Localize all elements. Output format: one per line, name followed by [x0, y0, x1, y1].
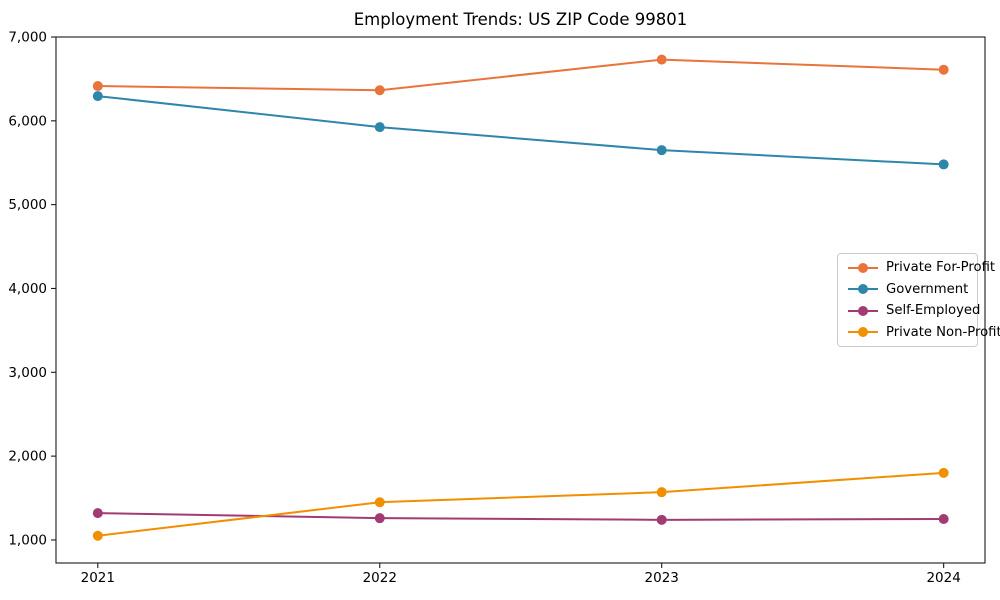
y-axis-tick-label: 2,000	[8, 449, 47, 465]
marker-government-2022	[374, 122, 385, 133]
marker-government-2021	[92, 91, 103, 102]
marker-private-for-profit-2022	[374, 85, 385, 96]
marker-private-non-profit-2024	[938, 467, 949, 478]
series-line-self-employed	[96, 512, 945, 521]
chart-title: Employment Trends: US ZIP Code 99801	[353, 10, 688, 29]
legend-swatch-private-non-profit-icon	[848, 327, 878, 338]
legend: Private For-Profit Government Self-Employe…	[837, 253, 1000, 347]
legend-marker-icon	[858, 305, 868, 316]
y-axis-tick-label: 7,000	[8, 30, 47, 46]
legend-label: Self-Employed	[886, 303, 981, 319]
legend-item-private-for-profit: Private For-Profit	[847, 261, 995, 274]
y-axis-tick-label: 6,000	[8, 113, 47, 129]
marker-government-2023	[656, 145, 667, 156]
legend-item-private-non-profit: Private Non-Profit	[847, 325, 1000, 339]
y-axis-tick-label: 3,000	[8, 365, 47, 381]
legend-marker-icon	[858, 262, 868, 273]
marker-private-non-profit-2023	[656, 487, 667, 498]
series-line-private-non-profit	[96, 471, 945, 537]
marker-private-for-profit-2021	[92, 81, 103, 92]
y-axis-tick-label: 1,000	[8, 532, 47, 548]
x-axis-tick-label: 2024	[926, 570, 960, 586]
marker-self-employed-2024	[938, 513, 949, 524]
legend-swatch-government-icon	[848, 284, 878, 295]
marker-self-employed-2023	[656, 514, 667, 525]
marker-private-for-profit-2023	[656, 54, 667, 65]
x-axis-tick-label: 2022	[363, 570, 397, 586]
x-axis-tick-label: 2021	[81, 570, 115, 586]
marker-private-for-profit-2024	[938, 64, 949, 75]
marker-private-non-profit-2021	[92, 530, 103, 541]
legend-label: Government	[886, 281, 969, 297]
y-axis-tick-label: 5,000	[8, 197, 47, 213]
series-line-private-for-profit	[96, 58, 945, 92]
marker-private-non-profit-2022	[374, 497, 385, 508]
series-line-government	[96, 95, 945, 166]
legend-swatch-self-employed-icon	[848, 305, 878, 316]
marker-government-2024	[938, 159, 949, 170]
marker-self-employed-2022	[374, 513, 385, 524]
legend-label: Private Non-Profit	[886, 324, 1000, 340]
plot-border	[55, 36, 986, 564]
legend-marker-icon	[858, 284, 868, 295]
x-axis-tick-label: 2023	[645, 570, 679, 586]
legend-swatch-private-for-profit-icon	[848, 262, 878, 273]
legend-marker-icon	[858, 327, 868, 338]
legend-item-self-employed: Self-Employed	[847, 304, 980, 317]
legend-item-government: Government	[847, 281, 973, 297]
legend-label: Private For-Profit	[886, 260, 996, 276]
marker-self-employed-2021	[92, 508, 103, 519]
y-axis-tick-label: 4,000	[8, 281, 47, 297]
